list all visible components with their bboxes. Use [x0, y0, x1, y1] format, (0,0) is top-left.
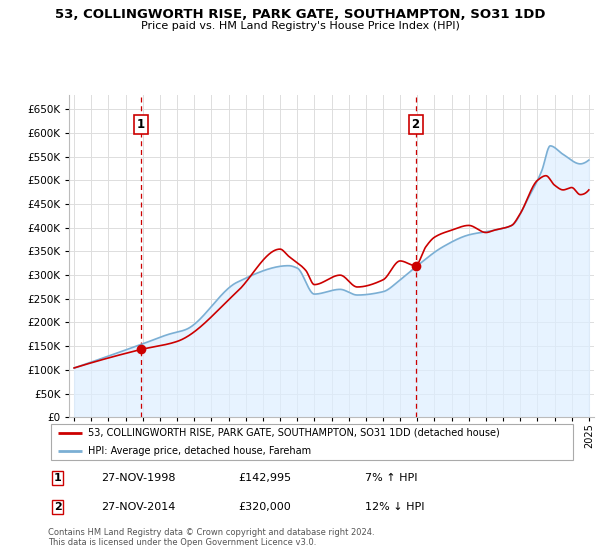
Text: 1: 1	[137, 118, 145, 131]
Text: Price paid vs. HM Land Registry's House Price Index (HPI): Price paid vs. HM Land Registry's House …	[140, 21, 460, 31]
Text: 27-NOV-1998: 27-NOV-1998	[101, 473, 175, 483]
Text: 12% ↓ HPI: 12% ↓ HPI	[365, 502, 424, 512]
Text: 7% ↑ HPI: 7% ↑ HPI	[365, 473, 418, 483]
Text: 27-NOV-2014: 27-NOV-2014	[101, 502, 175, 512]
Text: £142,995: £142,995	[238, 473, 291, 483]
Text: 1: 1	[53, 473, 61, 483]
Text: 53, COLLINGWORTH RISE, PARK GATE, SOUTHAMPTON, SO31 1DD: 53, COLLINGWORTH RISE, PARK GATE, SOUTHA…	[55, 8, 545, 21]
Text: Contains HM Land Registry data © Crown copyright and database right 2024.
This d: Contains HM Land Registry data © Crown c…	[48, 528, 374, 548]
Text: 2: 2	[53, 502, 61, 512]
Text: 2: 2	[412, 118, 419, 131]
FancyBboxPatch shape	[50, 424, 574, 460]
Text: 53, COLLINGWORTH RISE, PARK GATE, SOUTHAMPTON, SO31 1DD (detached house): 53, COLLINGWORTH RISE, PARK GATE, SOUTHA…	[88, 428, 499, 437]
Text: £320,000: £320,000	[238, 502, 291, 512]
Text: HPI: Average price, detached house, Fareham: HPI: Average price, detached house, Fare…	[88, 446, 311, 456]
